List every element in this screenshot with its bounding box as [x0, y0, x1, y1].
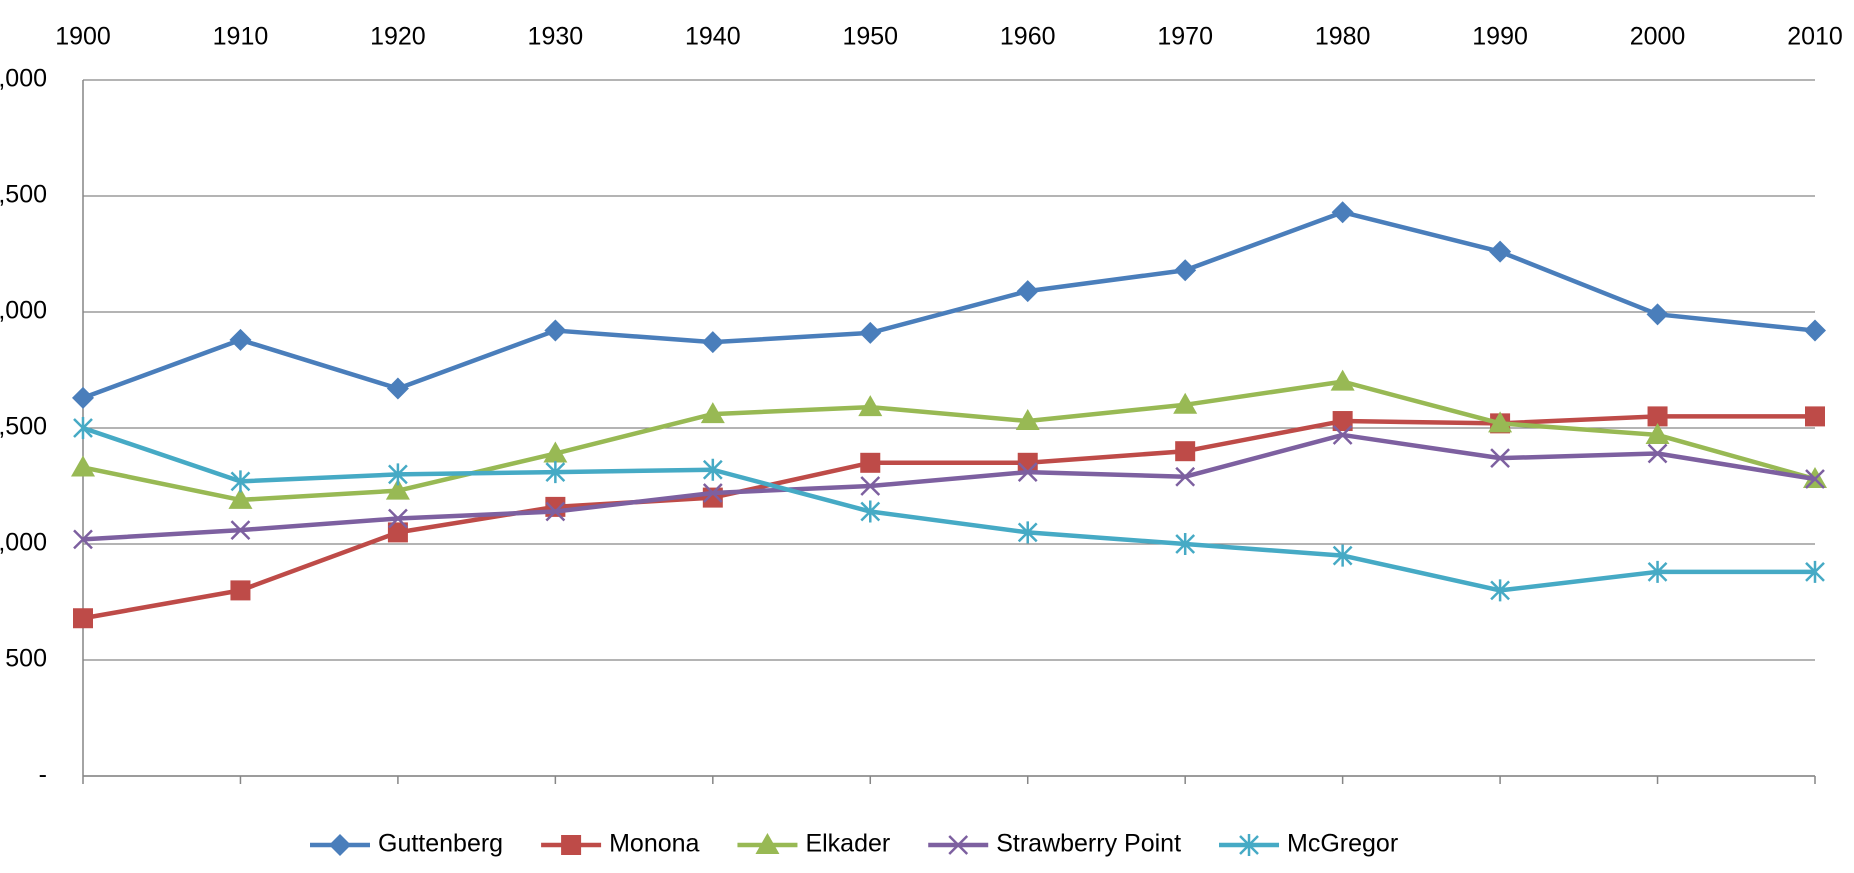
- series-line: [82, 432, 1816, 542]
- legend-marker: [561, 835, 582, 855]
- marker: [545, 501, 566, 522]
- legend-label: Elkader: [805, 830, 890, 858]
- marker: [1804, 319, 1826, 342]
- marker: [388, 463, 408, 486]
- x-tick-label: 2010: [1787, 23, 1843, 51]
- x-tick-label: 1900: [55, 23, 111, 51]
- marker: [386, 377, 409, 400]
- legend: Guttenberg Monona Elkader Strawberry Point M…: [310, 830, 1398, 858]
- legend-label: McGregor: [1287, 830, 1398, 858]
- marker: [385, 478, 410, 500]
- x-tick-label: 1950: [842, 23, 898, 51]
- marker: [73, 417, 93, 439]
- y-tick-label: 500: [5, 645, 47, 673]
- marker: [1488, 411, 1513, 433]
- marker: [1805, 560, 1825, 583]
- x-tick-label: 1930: [528, 23, 584, 51]
- marker: [859, 321, 882, 344]
- legend-marker: [329, 834, 351, 856]
- marker: [73, 608, 93, 629]
- x-tick-label: 2000: [1630, 23, 1686, 51]
- marker: [860, 452, 881, 473]
- marker: [700, 402, 725, 424]
- marker: [1646, 303, 1669, 326]
- y-tick-label: 1,500: [0, 413, 47, 441]
- marker: [230, 520, 251, 540]
- marker: [73, 529, 93, 550]
- marker: [858, 395, 883, 417]
- legend-marker: [1239, 834, 1259, 856]
- x-tick-label: 1910: [213, 23, 269, 51]
- marker: [229, 328, 252, 351]
- marker: [1175, 441, 1196, 462]
- y-tick-label: 3,000: [0, 65, 47, 93]
- marker: [1331, 201, 1354, 224]
- y-tick-label: 2,000: [0, 297, 47, 325]
- marker: [388, 508, 408, 529]
- marker: [544, 319, 567, 342]
- marker: [1017, 521, 1038, 544]
- marker: [72, 386, 94, 409]
- marker: [543, 441, 568, 463]
- marker: [1490, 448, 1510, 469]
- x-tick-label: 1990: [1472, 23, 1528, 51]
- marker: [1332, 544, 1353, 567]
- legend-marker: [755, 833, 780, 854]
- marker: [1805, 406, 1825, 427]
- marker: [1489, 240, 1512, 263]
- marker: [387, 522, 408, 543]
- marker: [1332, 411, 1353, 432]
- y-tick-label: -: [39, 761, 47, 789]
- marker: [1805, 469, 1825, 489]
- x-tick-label: 1980: [1315, 23, 1371, 51]
- y-tick-label: 1,000: [0, 529, 47, 557]
- marker: [71, 455, 95, 477]
- x-tick-label: 1920: [370, 23, 426, 51]
- marker: [1015, 409, 1040, 431]
- series-line: [82, 425, 1815, 593]
- marker: [1017, 452, 1038, 473]
- marker: [1490, 579, 1510, 602]
- marker: [1016, 280, 1039, 303]
- legend-label: Strawberry Point: [996, 830, 1181, 858]
- legend-label: Guttenberg: [378, 830, 503, 858]
- x-tick-label: 1960: [1000, 23, 1056, 51]
- marker: [701, 331, 724, 354]
- marker: [860, 500, 881, 523]
- x-tick-label: 1970: [1157, 23, 1213, 51]
- y-tick-label: 2,500: [0, 181, 47, 209]
- marker: [1330, 369, 1355, 391]
- marker: [1173, 392, 1198, 414]
- marker: [230, 580, 251, 601]
- marker: [1017, 462, 1038, 482]
- marker: [1645, 422, 1670, 444]
- x-tick-label: 1940: [685, 23, 741, 51]
- marker: [1647, 406, 1668, 427]
- marker: [545, 461, 566, 484]
- series-line: [82, 209, 1816, 400]
- legend-label: Monona: [609, 830, 699, 858]
- legend-marker: [948, 835, 969, 855]
- series-line: [82, 379, 1816, 503]
- marker: [1647, 560, 1668, 583]
- series-line: [82, 414, 1815, 621]
- marker: [702, 458, 723, 481]
- marker: [1175, 533, 1196, 555]
- marker: [702, 483, 723, 503]
- marker: [228, 487, 253, 509]
- marker: [230, 470, 251, 493]
- marker: [1332, 425, 1353, 445]
- marker: [1647, 443, 1668, 464]
- marker: [860, 476, 881, 496]
- marker: [1174, 259, 1197, 282]
- marker: [1175, 466, 1196, 487]
